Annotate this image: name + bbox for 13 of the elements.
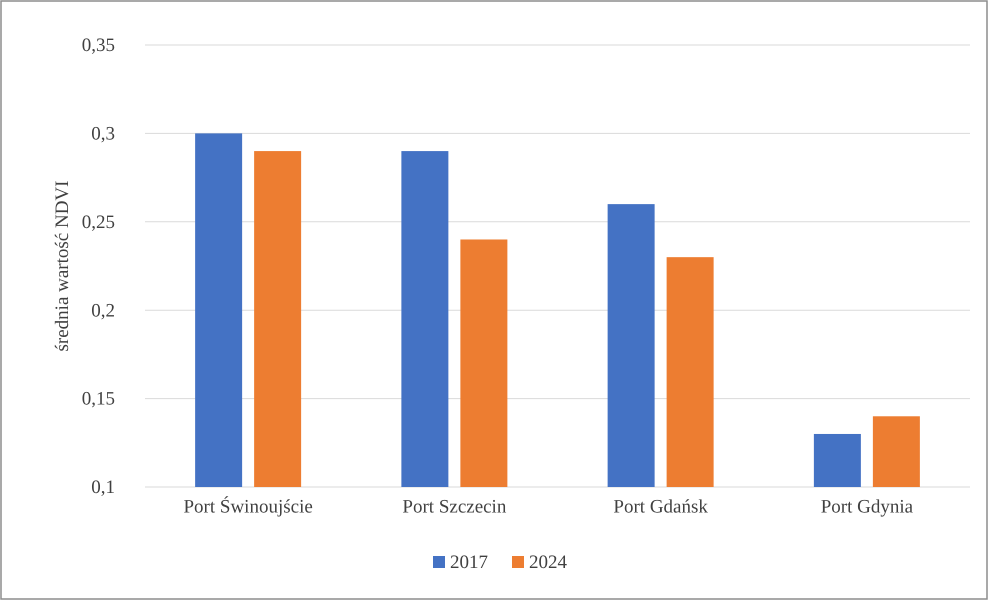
y-tick-label: 0,35 <box>82 35 115 56</box>
y-axis-title: średnia wartość NDVI <box>52 180 73 352</box>
y-tick-label: 0,3 <box>91 123 115 144</box>
x-tick-label: Port Świnoujście <box>183 495 313 518</box>
x-tick-label: Port Gdynia <box>820 496 914 518</box>
legend-label: 2017 <box>450 552 488 573</box>
y-tick-label: 0,2 <box>91 300 115 322</box>
y-tick-label: 0,25 <box>82 212 115 233</box>
legend-label: 2024 <box>529 552 568 573</box>
x-tick-label: Port Szczecin <box>402 496 507 518</box>
y-tick-label: 0,1 <box>91 477 115 498</box>
x-tick-label: Port Gdańsk <box>613 496 708 518</box>
y-tick-label: 0,15 <box>82 388 115 410</box>
